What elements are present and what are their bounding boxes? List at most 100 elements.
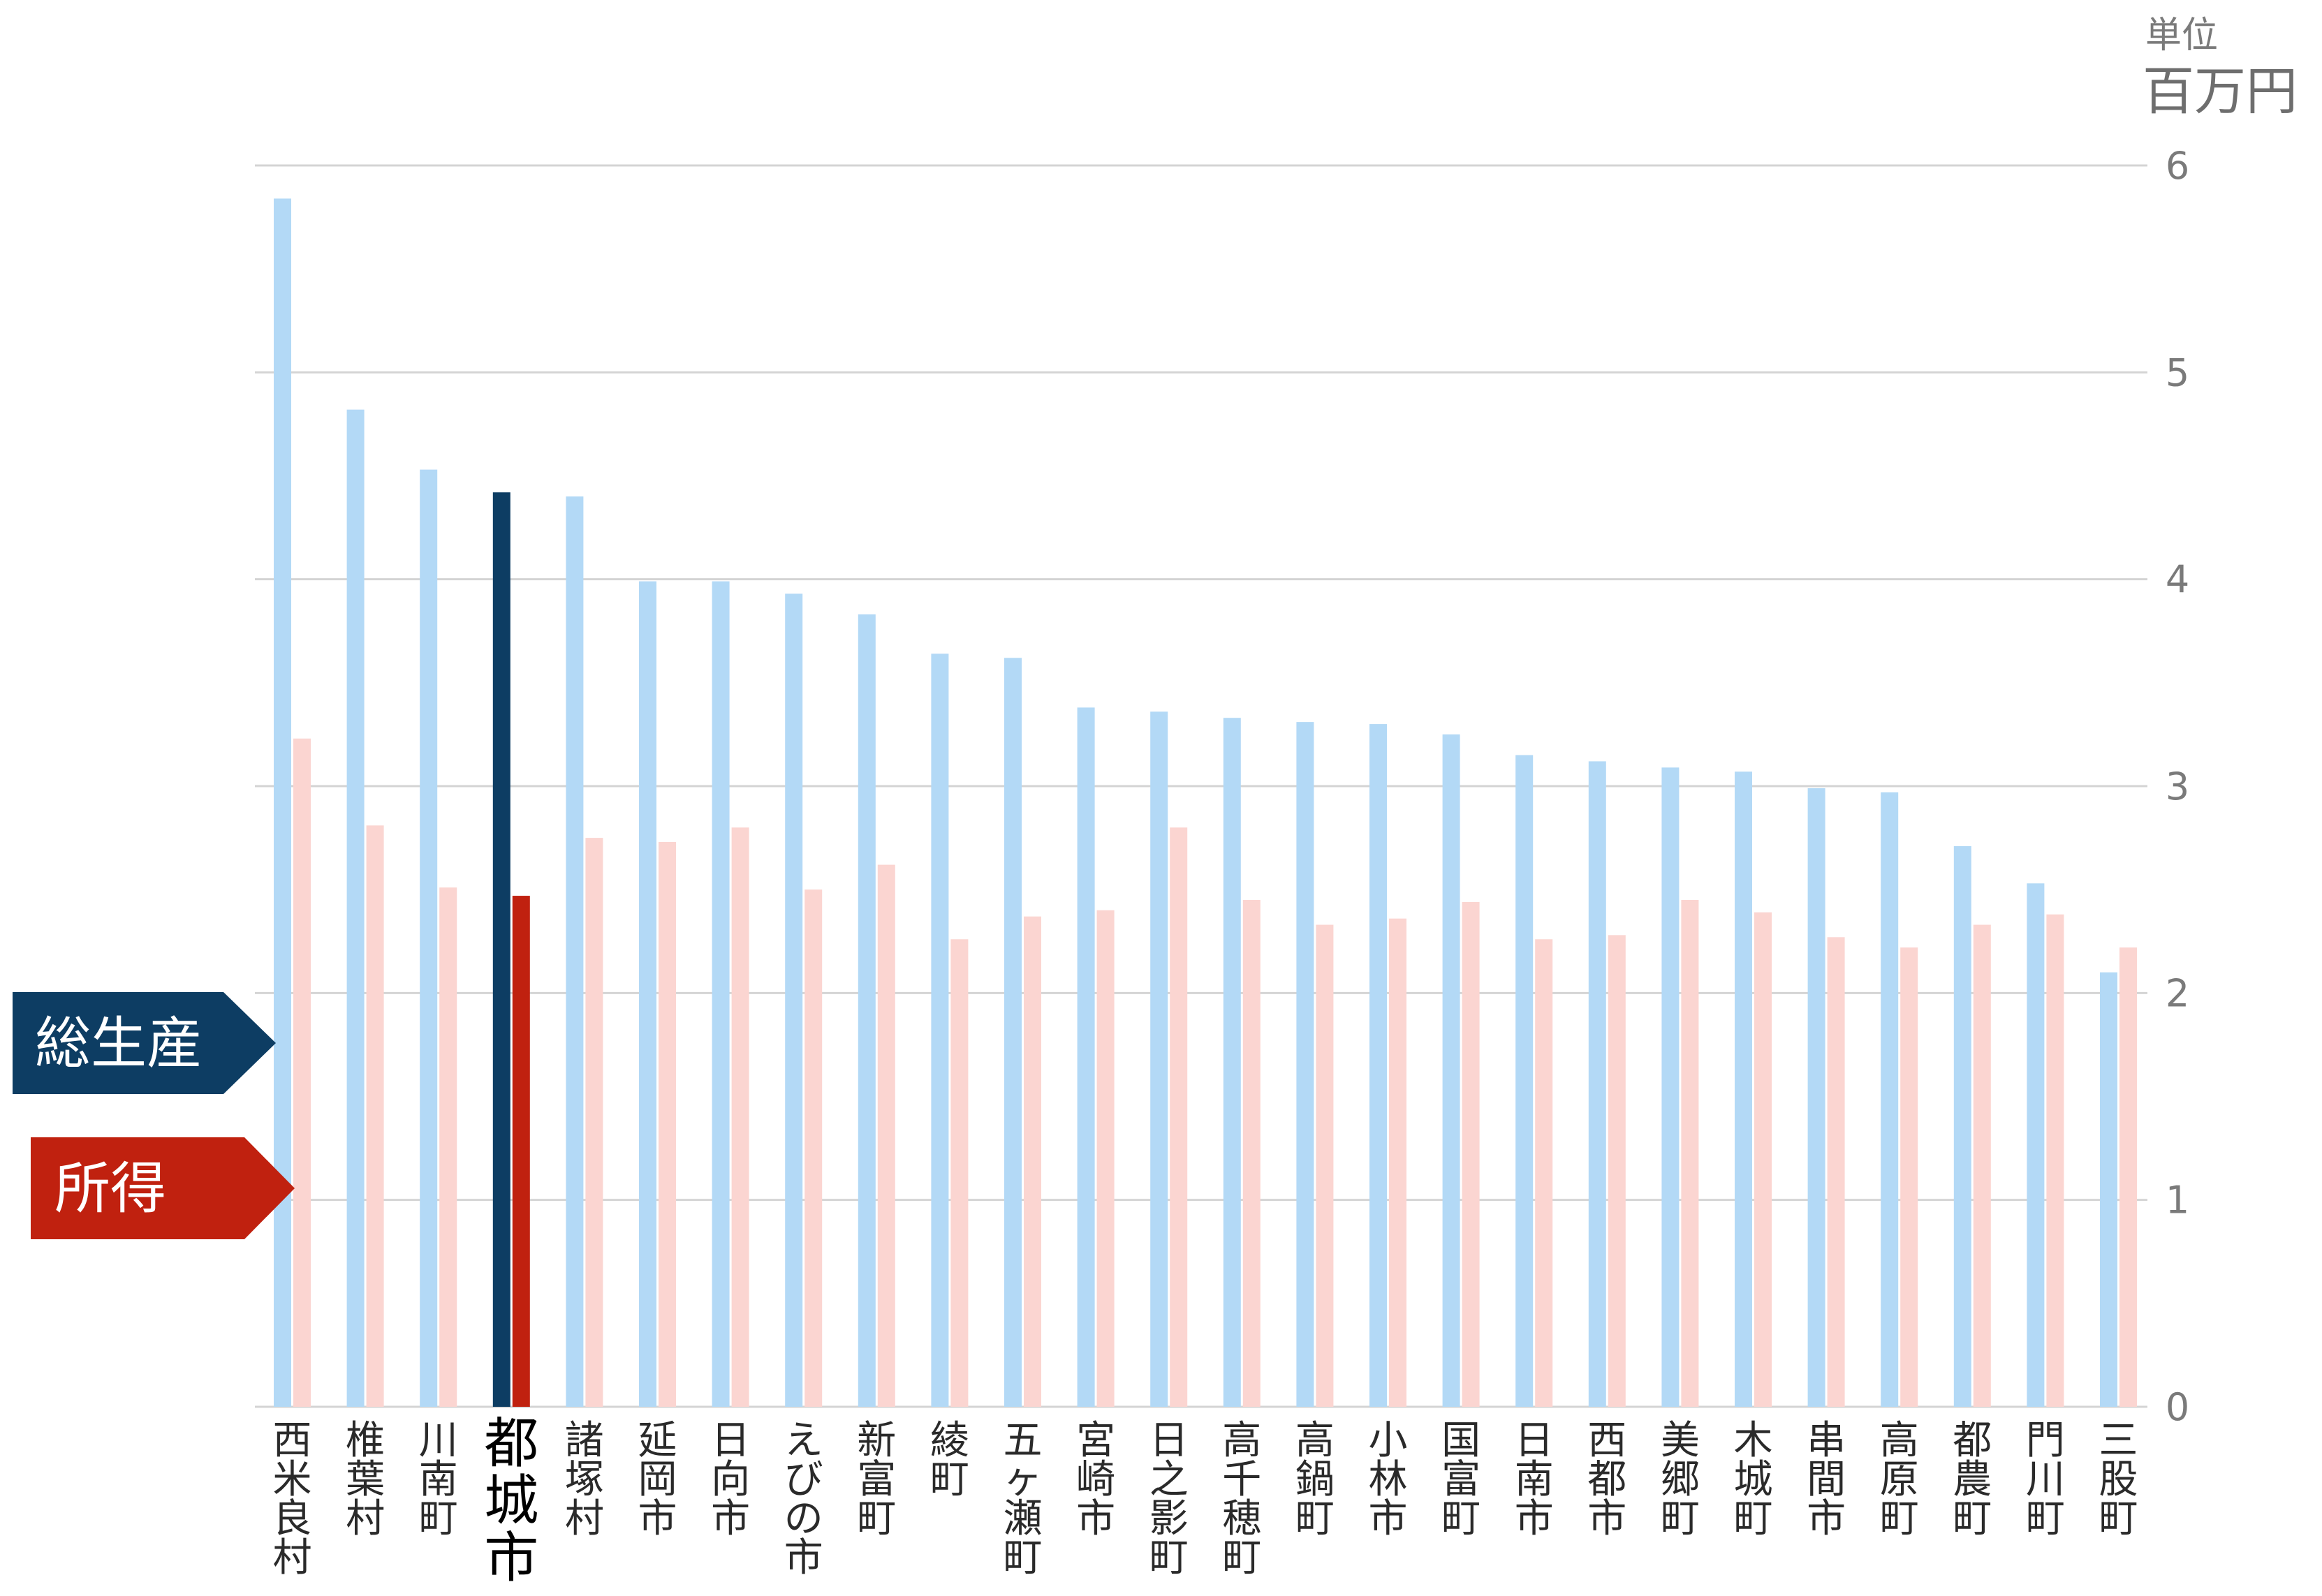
bar-production-9 [858, 614, 876, 1407]
y-tick-label: 0 [2166, 1385, 2189, 1429]
bars [274, 198, 2137, 1407]
category-label: 国富町 [1441, 1418, 1480, 1542]
category-label: 三股町 [2099, 1418, 2138, 1542]
bar-income-24 [1973, 924, 1991, 1407]
bar-income-9 [877, 864, 895, 1407]
category-label: 高千穂町 [1222, 1418, 1261, 1581]
bar-production-23 [1881, 792, 1899, 1407]
bar-income-5 [585, 838, 603, 1407]
unit-label: 単位 百万円 [2143, 15, 2298, 121]
bar-production-13 [1150, 711, 1168, 1407]
category-label: 西米良村 [273, 1418, 312, 1581]
category-label: 五ヶ瀬町 [1004, 1418, 1043, 1581]
y-tick-label: 5 [2166, 350, 2189, 394]
bar-production-22 [1807, 788, 1825, 1407]
bar-income-22 [1827, 937, 1845, 1407]
bar-income-10 [950, 939, 969, 1407]
bar-income-12 [1096, 910, 1115, 1407]
bar-production-17 [1442, 734, 1460, 1407]
bar-income-25 [2046, 914, 2064, 1407]
category-label: 門川町 [2026, 1418, 2065, 1542]
category-label: 高鍋町 [1295, 1418, 1335, 1542]
category-label: 日南市 [1515, 1418, 1554, 1542]
category-label: 延岡市 [638, 1418, 677, 1542]
bar-production-11 [1004, 658, 1022, 1407]
category-label: 都城市 [484, 1412, 538, 1590]
legend: 総生産 所得 [13, 992, 295, 1239]
bar-production-4 [492, 492, 510, 1407]
bar-income-11 [1024, 916, 1041, 1407]
y-tick-label: 3 [2166, 764, 2189, 808]
bar-production-2 [346, 409, 365, 1407]
category-label: 諸塚村 [565, 1418, 604, 1542]
legend-swatch-production [13, 992, 276, 1094]
bar-production-26 [2100, 972, 2117, 1407]
legend-item-production: 総生産 [13, 992, 276, 1094]
y-tick-label: 6 [2166, 144, 2189, 188]
legend-item-income: 所得 [31, 1137, 295, 1239]
bar-income-6 [659, 842, 676, 1407]
category-label: 高原町 [1880, 1418, 1919, 1542]
y-axis-ticks: 0 1 2 3 4 5 6 [2166, 144, 2189, 1429]
bar-income-13 [1170, 827, 1188, 1407]
category-label: 綾町 [930, 1418, 969, 1502]
bar-income-1 [293, 738, 311, 1407]
bar-production-14 [1223, 718, 1241, 1407]
bar-income-3 [439, 887, 457, 1407]
bar-income-8 [804, 889, 823, 1407]
bar-income-17 [1462, 901, 1480, 1407]
category-label: 西都市 [1587, 1418, 1626, 1542]
bar-production-6 [639, 581, 656, 1407]
bar-income-23 [1900, 947, 1918, 1407]
bar-income-21 [1754, 912, 1772, 1407]
bar-production-20 [1661, 767, 1680, 1407]
y-tick-label: 2 [2166, 971, 2189, 1015]
legend-label-production: 総生産 [35, 1011, 203, 1076]
bar-income-19 [1608, 935, 1626, 1407]
category-label: 椎葉村 [346, 1418, 385, 1542]
bar-income-4 [512, 896, 530, 1407]
category-label: 美郷町 [1661, 1418, 1700, 1542]
bar-production-18 [1515, 755, 1534, 1407]
category-label: 新富町 [857, 1418, 896, 1542]
bar-production-8 [785, 593, 803, 1407]
category-label: 日之影町 [1149, 1418, 1189, 1581]
category-label: 串間市 [1807, 1418, 1846, 1542]
gridlines [255, 164, 2147, 1408]
category-label: えびの市 [784, 1418, 823, 1581]
category-labels: 西米良村椎葉村川南町都城市諸塚村延岡市日向市えびの市新富町綾町五ヶ瀬町宮崎市日之… [273, 1412, 2138, 1590]
unit-label-line2: 百万円 [2143, 61, 2298, 121]
y-tick-label: 1 [2166, 1178, 2189, 1222]
category-label: 都農町 [1953, 1418, 1992, 1542]
bar-income-18 [1535, 939, 1553, 1407]
bar-production-19 [1588, 761, 1606, 1407]
legend-swatch-income [31, 1137, 295, 1239]
bar-production-25 [2027, 883, 2045, 1407]
bar-production-24 [1953, 845, 1971, 1407]
bar-production-10 [931, 653, 949, 1407]
category-label: 宮崎市 [1076, 1418, 1115, 1542]
bar-income-2 [366, 825, 384, 1407]
bar-production-1 [274, 198, 291, 1407]
y-tick-label: 4 [2166, 558, 2189, 602]
bar-income-16 [1389, 918, 1406, 1407]
bar-production-7 [712, 581, 730, 1407]
category-label: 木城町 [1734, 1418, 1773, 1542]
bar-production-12 [1077, 707, 1095, 1407]
unit-label-line1: 単位 [2145, 15, 2218, 57]
bar-income-7 [731, 827, 749, 1407]
bar-production-5 [566, 496, 584, 1407]
bar-income-20 [1681, 899, 1699, 1407]
bar-income-26 [2119, 947, 2137, 1407]
bar-production-16 [1369, 724, 1387, 1407]
legend-label-income: 所得 [54, 1156, 166, 1221]
bar-production-15 [1296, 722, 1314, 1407]
category-label: 日向市 [711, 1418, 750, 1542]
bar-income-14 [1242, 899, 1261, 1407]
bar-production-21 [1735, 771, 1752, 1407]
bar-income-15 [1316, 924, 1334, 1407]
category-label: 川南町 [419, 1418, 458, 1542]
bar-production-3 [420, 469, 438, 1407]
category-label: 小林市 [1369, 1418, 1408, 1542]
